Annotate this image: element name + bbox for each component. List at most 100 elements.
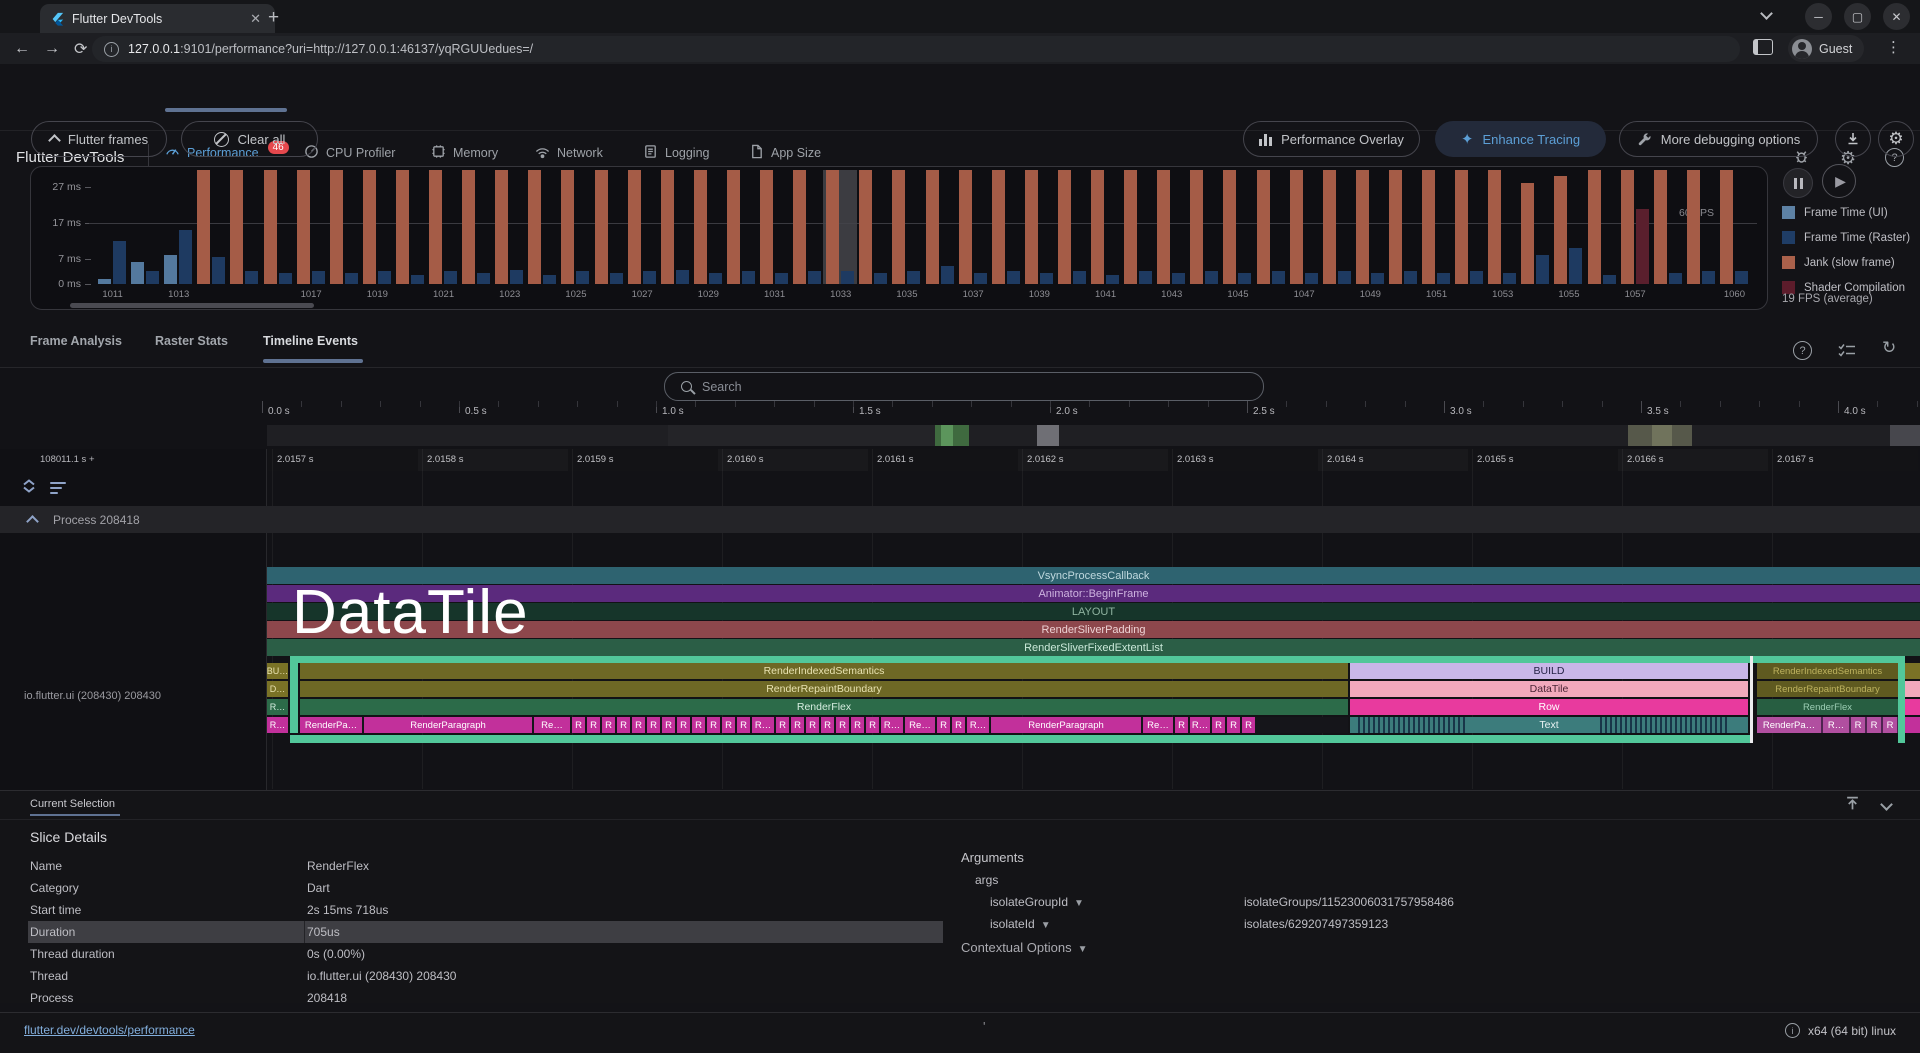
frame-bar-ui[interactable] <box>925 170 939 284</box>
frame-bar-raster[interactable] <box>1437 273 1450 284</box>
flame-event-renderparagraph[interactable]: R <box>851 717 864 733</box>
frame-bar-ui[interactable] <box>329 170 343 284</box>
frame-bar-raster[interactable] <box>1337 271 1351 284</box>
flame-event-renderparagraph[interactable]: RenderPa… <box>300 717 362 733</box>
frame-bar-ui[interactable] <box>164 255 178 284</box>
flame-chip[interactable]: BU… <box>267 663 288 679</box>
frame-bar-raster[interactable] <box>1668 273 1682 284</box>
flame-event-renderparagraph[interactable]: R <box>1242 717 1255 733</box>
frame-bar-raster[interactable] <box>1536 255 1550 284</box>
frame-bar-raster[interactable] <box>1503 273 1517 284</box>
flame-event-row[interactable]: Row <box>1350 699 1748 715</box>
frame-bar-ui[interactable] <box>892 170 906 284</box>
frame-bar-raster[interactable] <box>113 240 126 284</box>
frame-bar-raster[interactable] <box>344 273 358 284</box>
flame-event-renderparagraph[interactable]: R <box>1883 717 1897 733</box>
frame-bar-ui[interactable] <box>793 170 807 284</box>
flame-event-renderparagraph[interactable]: R <box>707 717 720 733</box>
frames-chart-scrollbar[interactable] <box>68 303 1752 308</box>
flame-chip[interactable]: R… <box>267 717 288 733</box>
process-collapse-icon[interactable] <box>26 514 39 528</box>
flame-event-renderparagraph[interactable]: R <box>1175 717 1188 733</box>
frame-bar-ui[interactable] <box>1190 170 1204 284</box>
frame-bar-raster[interactable] <box>510 269 524 284</box>
flame-event-renderparagraph[interactable]: R <box>791 717 804 733</box>
frame-bar-ui[interactable] <box>859 170 873 284</box>
frame-bar-raster[interactable] <box>179 230 193 284</box>
frame-bar-raster[interactable] <box>278 273 292 284</box>
scrollbar-thumb[interactable] <box>70 303 314 308</box>
frame-bar-raster[interactable] <box>410 275 424 284</box>
flame-legend-icon[interactable] <box>50 482 66 494</box>
frame-bar-raster[interactable] <box>775 273 788 284</box>
chart-settings-button[interactable]: ⚙ <box>1878 121 1914 157</box>
frame-bar-raster[interactable] <box>841 271 855 284</box>
flame-event-renderparagraph[interactable]: R <box>602 717 615 733</box>
frame-bar-ui[interactable] <box>1057 170 1071 284</box>
frame-bar-ui[interactable] <box>263 170 277 284</box>
flame-event-renderparagraph[interactable]: R <box>722 717 735 733</box>
frame-bar-ui[interactable] <box>1024 170 1038 284</box>
flame-event-renderflex[interactable]: RenderFlex <box>300 699 1348 715</box>
reload-button[interactable]: ⟳ <box>74 40 88 58</box>
frame-bar-raster[interactable] <box>1470 271 1484 284</box>
flame-chip[interactable]: D… <box>267 681 288 697</box>
flame-event-renderparagraph[interactable]: RenderPa… <box>1757 717 1821 733</box>
new-tab-button[interactable]: + <box>268 7 280 28</box>
frame-bar-raster[interactable] <box>940 266 954 284</box>
flame-event-renderparagraph[interactable]: R <box>952 717 965 733</box>
frame-bar-raster[interactable] <box>477 273 491 284</box>
frame-bar-ui[interactable] <box>1620 170 1634 284</box>
flame-event-renderparagraph[interactable]: R <box>806 717 819 733</box>
frame-bar-ui[interactable] <box>1587 170 1601 284</box>
frame-bar-ui[interactable] <box>561 170 575 284</box>
timeline-help-icon[interactable]: ? <box>1793 341 1812 360</box>
frame-bar-ui[interactable] <box>197 170 211 284</box>
performance-overlay-button[interactable]: Performance Overlay <box>1243 121 1420 157</box>
frame-bar-ui[interactable] <box>1289 170 1303 284</box>
site-info-icon[interactable]: i <box>104 41 119 57</box>
tab-memory[interactable]: Memory <box>431 144 527 162</box>
frame-bar-raster[interactable] <box>543 275 557 284</box>
frame-bar-raster[interactable] <box>1139 271 1153 284</box>
frame-bar-raster[interactable] <box>1072 271 1086 284</box>
frame-bar-raster[interactable] <box>907 271 921 284</box>
frame-bar-raster[interactable] <box>444 271 457 284</box>
flame-chip[interactable]: R… <box>267 699 288 715</box>
flame-event-renderparagraph[interactable]: R <box>617 717 630 733</box>
frame-bar-ui[interactable] <box>1091 170 1104 284</box>
panel-tab-frame-analysis[interactable]: Frame Analysis <box>30 334 122 348</box>
frame-bar-ui[interactable] <box>1355 170 1369 284</box>
frame-bar-ui[interactable] <box>528 170 542 284</box>
timeline-minimap[interactable] <box>267 425 1920 446</box>
frame-bar-raster[interactable] <box>808 271 822 284</box>
scroll-to-top-icon[interactable] <box>1845 796 1860 816</box>
current-selection-tab[interactable]: Current Selection <box>30 798 115 810</box>
flame-edge-chip[interactable] <box>1905 681 1920 697</box>
frame-bar-ui[interactable] <box>495 170 509 284</box>
frame-bar-raster[interactable] <box>245 271 259 284</box>
flame-event-renderparagraph[interactable]: R <box>632 717 645 733</box>
flame-event-renderparagraph[interactable]: R <box>692 717 705 733</box>
window-minimize-button[interactable]: ─ <box>1805 3 1832 30</box>
flame-event-renderparagraph[interactable]: RenderParagraph <box>364 717 532 733</box>
flame-event-renderparagraph[interactable]: Re… <box>534 717 570 733</box>
flutter-frames-toggle[interactable]: Flutter frames <box>31 121 167 157</box>
frame-bar-raster[interactable] <box>609 273 623 284</box>
frame-bar-raster[interactable] <box>146 271 160 284</box>
back-button[interactable]: ← <box>14 39 30 57</box>
frame-bar-raster[interactable] <box>741 271 755 284</box>
frames-chart[interactable]: 27 ms 17 ms 7 ms 0 ms 60 FPS 1011 1013 1017 1019… <box>30 166 1768 310</box>
tab-search-chevron-icon[interactable] <box>1760 7 1773 26</box>
flame-event-renderparagraph[interactable]: R <box>836 717 849 733</box>
frame-bar-raster[interactable] <box>311 271 325 284</box>
more-debugging-options-button[interactable]: More debugging options <box>1619 121 1818 157</box>
frame-bar-ui[interactable] <box>1157 170 1171 284</box>
profile-button[interactable]: Guest <box>1788 35 1865 62</box>
tab-network[interactable]: Network <box>535 144 633 162</box>
tab-logging[interactable]: Logging <box>643 144 739 162</box>
frame-bar-ui[interactable] <box>760 170 773 284</box>
frame-bar-ui[interactable] <box>1256 170 1270 284</box>
flame-event-far[interactable]: RenderFlex <box>1757 699 1898 715</box>
flame-event-animator-beginframe[interactable]: Animator::BeginFrame <box>267 585 1920 602</box>
